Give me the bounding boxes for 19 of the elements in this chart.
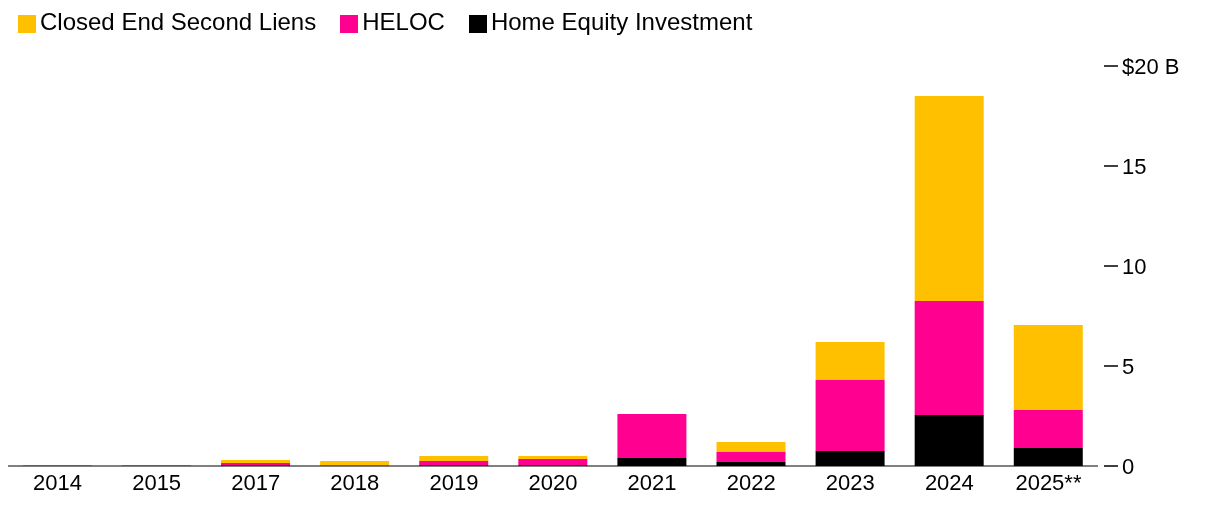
y-tick-label: 15 <box>1122 153 1147 179</box>
x-tick-label: 2015 <box>132 469 182 495</box>
x-tick-label: 2025** <box>1015 469 1082 495</box>
x-tick-label: 2023 <box>825 469 875 495</box>
y-tick-label: 10 <box>1122 253 1147 279</box>
x-tick-label: 2017 <box>231 469 281 495</box>
y-tick-label: 5 <box>1122 353 1135 379</box>
x-tick-label: 2019 <box>429 469 479 495</box>
x-tick-label: 2024 <box>924 469 974 495</box>
y-tick-label: 0 <box>1122 453 1135 479</box>
x-tick-label: 2022 <box>726 469 776 495</box>
y-tick-label: $20 B <box>1122 53 1180 79</box>
legend-label: Home Equity Investment <box>490 8 753 35</box>
x-tick-label: 2021 <box>627 469 677 495</box>
x-tick-label: 2014 <box>33 469 83 495</box>
legend-label: HELOC <box>362 8 445 35</box>
x-tick-label: 2018 <box>330 469 380 495</box>
legend-label: Closed End Second Liens <box>40 8 317 35</box>
x-tick-label: 2020 <box>528 469 578 495</box>
